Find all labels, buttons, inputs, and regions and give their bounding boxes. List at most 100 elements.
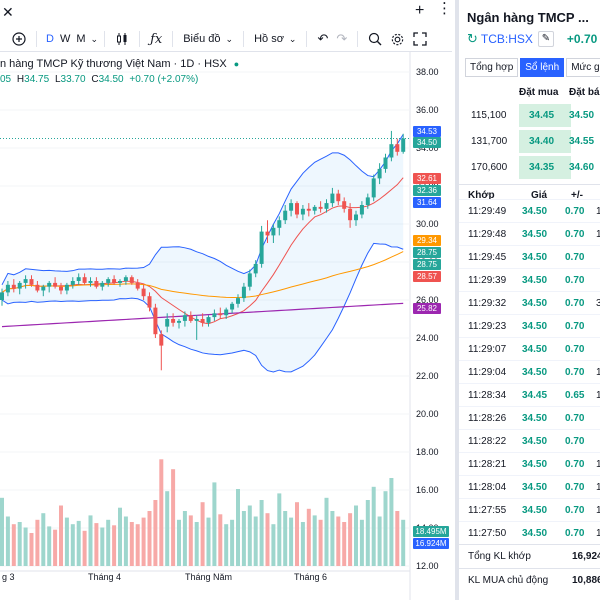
match-time: 11:29:48 [468, 229, 507, 240]
match-change: 0.70 [565, 275, 585, 286]
match-row[interactable]: 11:29:49 34.50 0.70 1 [459, 199, 600, 222]
candle-body [336, 193, 341, 202]
match-row[interactable]: 11:28:26 34.50 0.70 [459, 406, 600, 429]
undo-button[interactable]: ↶ [313, 28, 332, 50]
live-dot-icon: ● [233, 59, 240, 69]
y-tick-label: 16.00 [416, 485, 439, 495]
close-icon[interactable]: ✕ [2, 4, 14, 20]
match-volume: 1 [596, 459, 600, 470]
chevron-down-icon[interactable]: ⌄ [90, 33, 99, 44]
interval-m-button[interactable]: M [76, 33, 86, 45]
match-price: 34.50 [522, 206, 548, 217]
match-price: 34.50 [522, 367, 548, 378]
volume-bar [5, 516, 10, 566]
candle-body [306, 208, 311, 211]
match-row[interactable]: 11:27:50 34.50 0.70 1 [459, 521, 600, 544]
volume-bar [336, 516, 341, 566]
tab-price-level[interactable]: Mức giá [566, 58, 600, 77]
match-row[interactable]: 11:29:39 34.50 0.70 [459, 268, 600, 291]
candle-body [324, 203, 329, 209]
chart-type-dropdown[interactable]: Biểu đồ ⌄ [179, 28, 237, 50]
match-row[interactable]: 11:28:22 34.50 0.70 [459, 429, 600, 452]
tab-order-book[interactable]: Sổ lệnh [520, 58, 565, 77]
candle-body [35, 284, 40, 291]
match-row[interactable]: 11:29:07 34.50 0.70 [459, 337, 600, 360]
volume-bar [123, 516, 128, 566]
match-row[interactable]: 11:29:32 34.50 0.70 3 [459, 291, 600, 314]
candle-body [94, 281, 99, 287]
candle-body [365, 197, 370, 205]
match-header: Khớp Giá +/- [459, 184, 600, 204]
profile-label: Hồ sơ [254, 33, 284, 45]
volume-bar [401, 519, 406, 566]
match-time: 11:28:21 [468, 459, 507, 470]
candle-body [318, 206, 323, 209]
legend-ohlc: 05 H34.75 L33.70 C34.50 +0.70 (+2.07%) [0, 74, 198, 85]
match-row[interactable]: 11:28:04 34.50 0.70 1 [459, 475, 600, 498]
search-button[interactable] [364, 28, 386, 50]
volume-bar [318, 519, 323, 566]
candle-body [206, 317, 211, 323]
add-symbol-button[interactable] [8, 28, 30, 50]
volume-bar [206, 517, 211, 566]
edit-button[interactable]: ✎ [537, 31, 554, 47]
candle-style-button[interactable] [111, 28, 133, 50]
candle-body [59, 286, 63, 291]
match-price: 34.50 [522, 252, 548, 263]
toolbar-main-row: D W M ⌄ ƒx Biểu đồ ⌄ Hồ sơ ⌄ ↶ [0, 26, 452, 52]
order-volume: 115,100 [471, 110, 507, 121]
candle-body [47, 282, 52, 287]
toolbar-top-row: ✕ + ⋮ [0, 0, 452, 26]
match-row[interactable]: 11:28:34 34.45 0.65 1 [459, 383, 600, 406]
order-book-row[interactable]: 115,100 34.45 34.50 [459, 104, 600, 127]
candle-body [253, 263, 258, 274]
bid-price: 34.40 [529, 136, 555, 147]
volume-bar [76, 520, 81, 566]
summary-value: 10,886 [572, 575, 600, 586]
candle-body [76, 277, 81, 281]
volume-bar [306, 508, 311, 566]
match-row[interactable]: 11:28:21 34.50 0.70 1 [459, 452, 600, 475]
chart-area[interactable]: 38.0036.0034.0032.0030.0028.0026.0024.00… [0, 52, 452, 600]
match-row[interactable]: 11:27:55 34.50 0.70 100 [459, 498, 600, 521]
interval-w-button[interactable]: W [59, 33, 71, 45]
match-row[interactable]: 11:29:48 34.50 0.70 1 [459, 222, 600, 245]
chart-type-label: Biểu đồ [183, 33, 221, 45]
volume-bar [135, 524, 140, 566]
volume-bar [295, 502, 299, 566]
volume-bar [182, 511, 187, 566]
ticker-symbol[interactable]: TCB:HSX [480, 32, 533, 46]
candle-body [100, 282, 105, 287]
candle-body [194, 319, 199, 321]
candle-body [383, 157, 388, 169]
volume-bar [0, 497, 4, 566]
interval-d-button[interactable]: D [46, 33, 54, 45]
candle-body [300, 208, 305, 215]
match-row[interactable]: 11:29:45 34.50 0.70 [459, 245, 600, 268]
candle-body [230, 303, 235, 310]
match-row[interactable]: 11:29:23 34.50 0.70 [459, 314, 600, 337]
indicators-button[interactable]: ƒx [146, 28, 166, 50]
more-icon[interactable]: ⋮ [437, 0, 452, 17]
order-book-row[interactable]: 131,700 34.40 34.55 [459, 130, 600, 153]
y-tick-label: 24.00 [416, 333, 439, 343]
plus-icon[interactable]: + [415, 2, 425, 19]
price-chart[interactable]: 38.0036.0034.0032.0030.0028.0026.0024.00… [0, 52, 452, 600]
match-time: 11:29:39 [468, 275, 507, 286]
fullscreen-button[interactable] [409, 28, 431, 50]
price-tag: 32.61 [413, 173, 441, 184]
volume-bar [188, 515, 193, 566]
legend-high: 34.75 [24, 74, 50, 85]
candle-body [271, 227, 276, 236]
tab-summary[interactable]: Tổng hợp [465, 58, 519, 77]
candle-body [330, 193, 335, 204]
settings-button[interactable] [386, 28, 409, 50]
redo-button[interactable]: ↷ [332, 28, 351, 50]
match-volume: 1 [596, 482, 600, 493]
order-book-row[interactable]: 170,600 34.35 34.60 [459, 156, 600, 179]
volume-bar [88, 515, 93, 566]
candle-body [371, 178, 376, 198]
match-row[interactable]: 11:29:04 34.50 0.70 1 [459, 360, 600, 383]
profile-dropdown[interactable]: Hồ sơ ⌄ [250, 28, 300, 50]
match-time: 11:27:55 [468, 505, 507, 516]
